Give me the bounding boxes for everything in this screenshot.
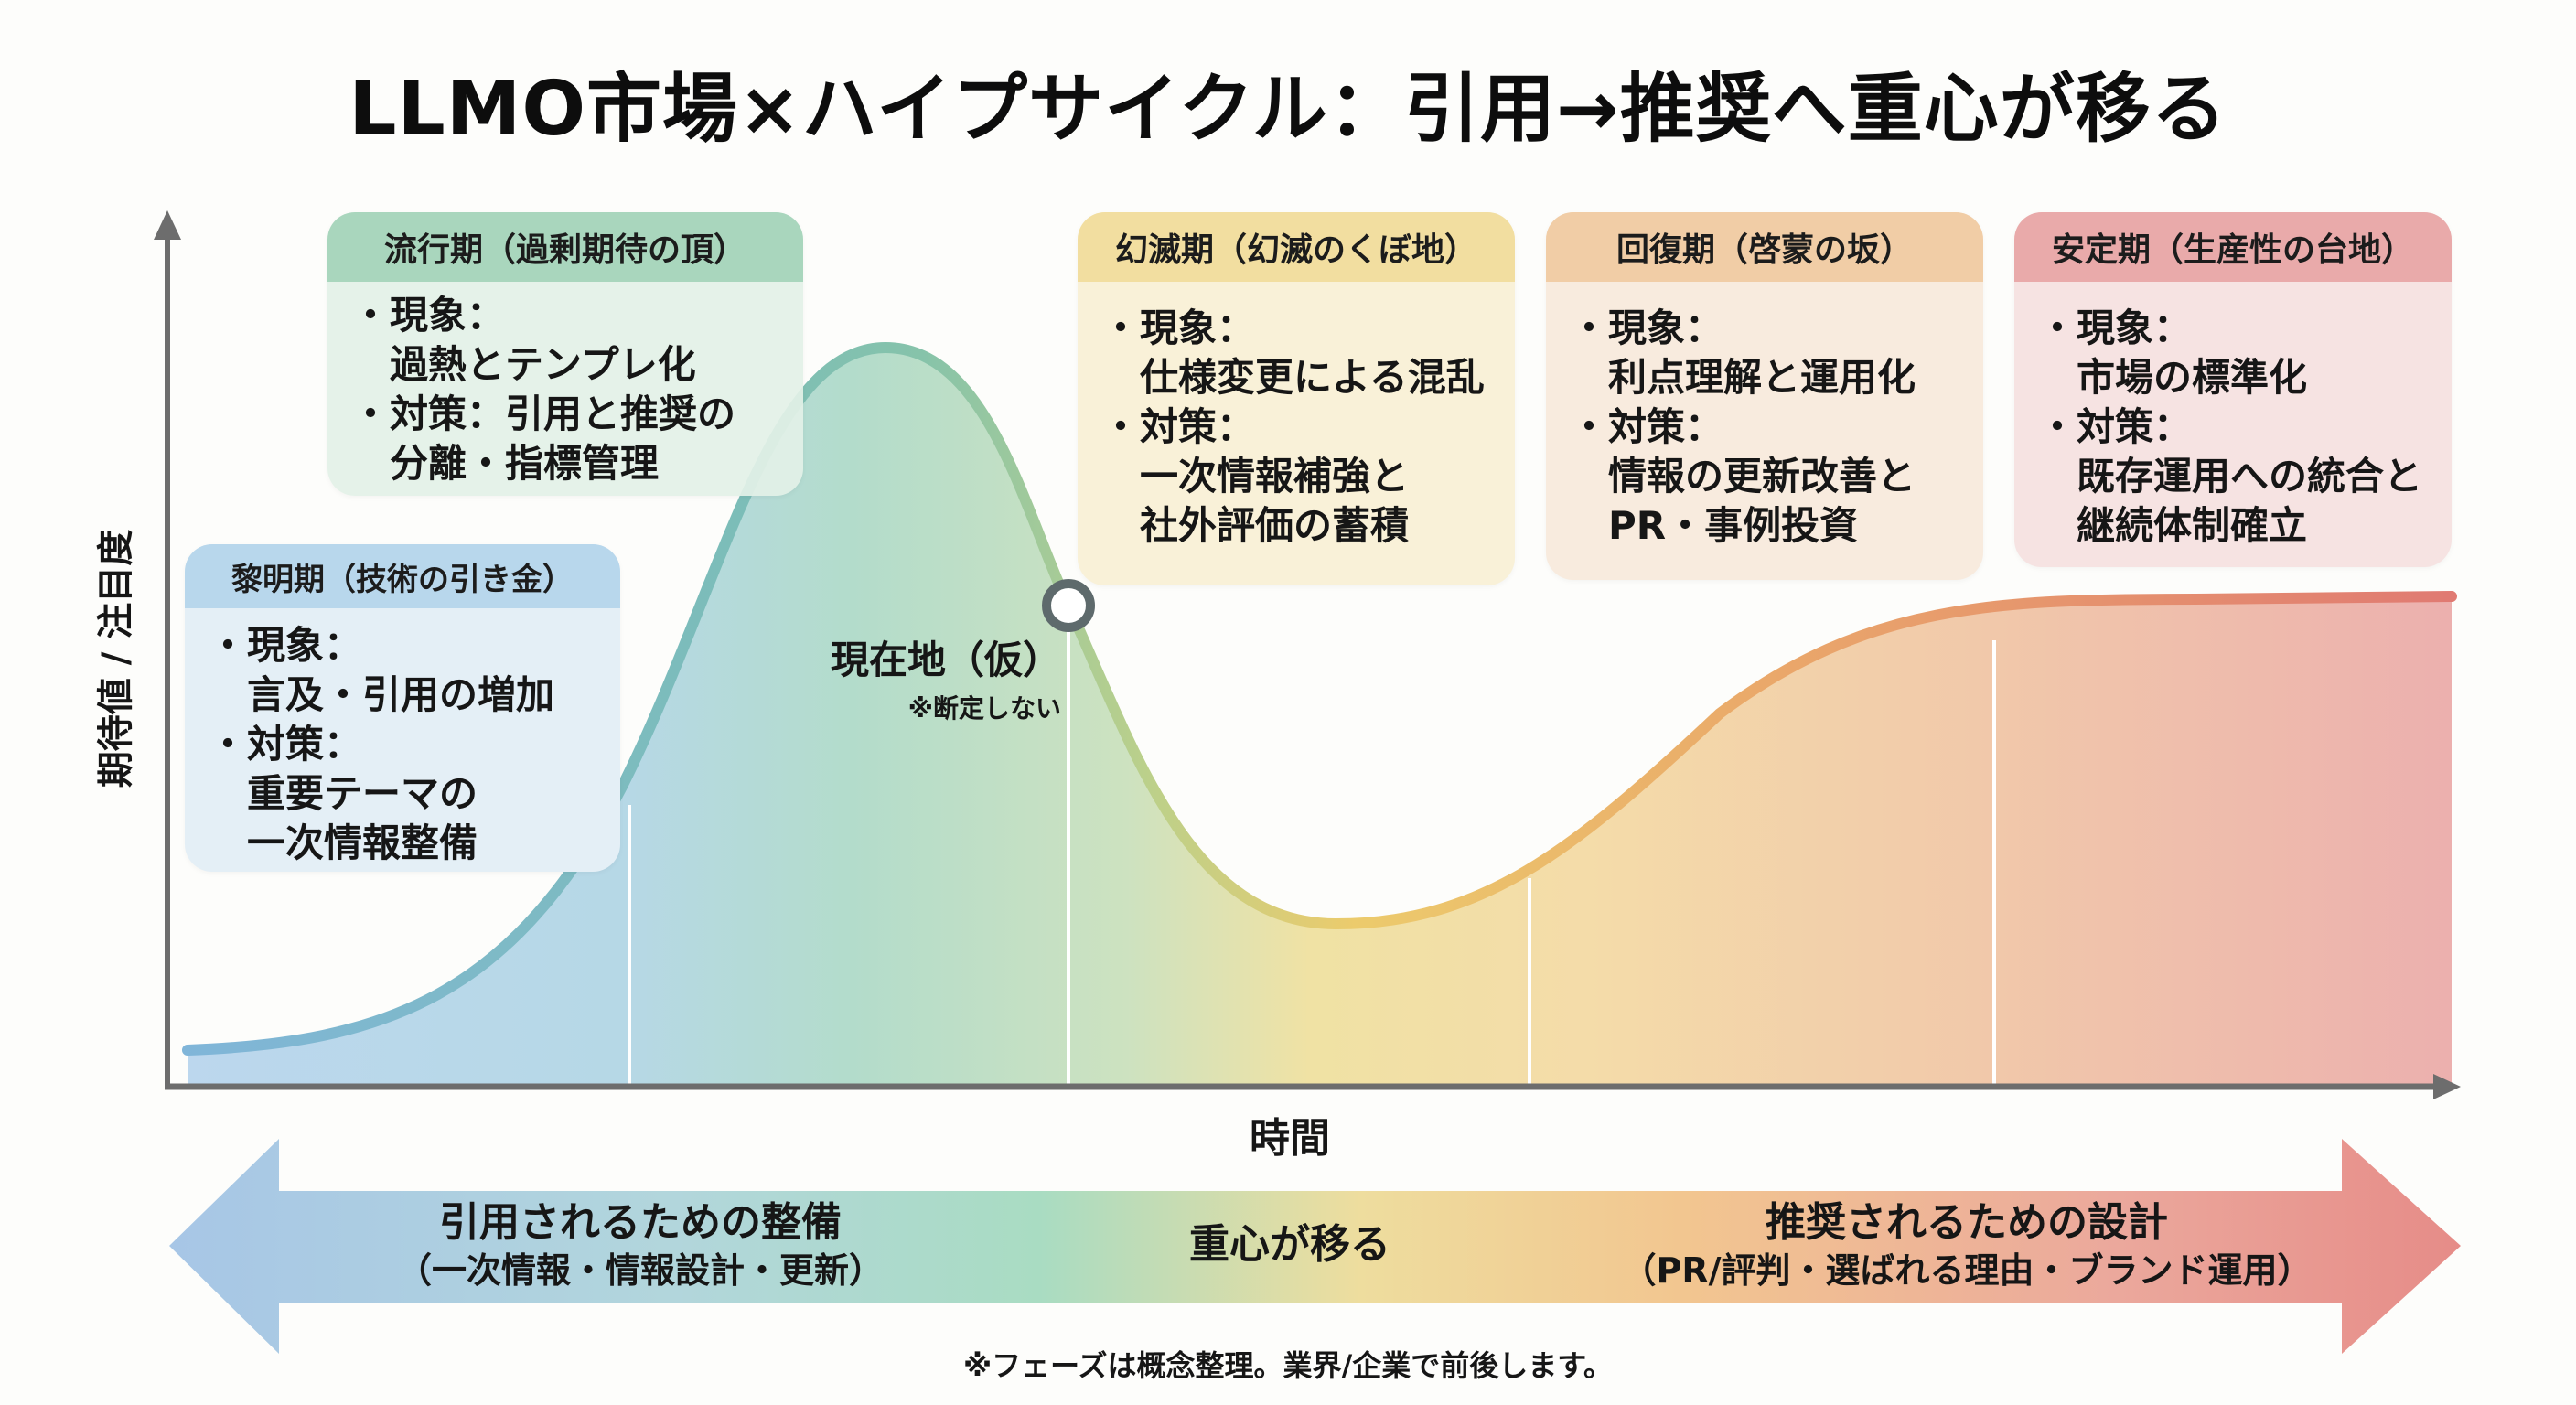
current-position-note: ※断定しない <box>907 693 1061 724</box>
phase-card-peak: 流行期（過剰期待の頂） ・現象： 過熱とテンプレ化 ・対策：引用と推奨の 分離・… <box>327 212 803 496</box>
measure-label: 対策： <box>2077 404 2193 449</box>
measure-text: 一次情報補強と <box>1140 454 1410 499</box>
phenomenon-label: 現象： <box>1140 306 1256 350</box>
bullet-icon: ・ <box>2038 404 2077 449</box>
measure-text: PR・事例投資 <box>1608 503 1859 548</box>
phenomenon-text: 言及・引用の増加 <box>247 672 555 717</box>
axes <box>154 210 2461 1099</box>
bullet-icon: ・ <box>1101 404 1141 449</box>
arrow-right-text: 推奨されるための設計 （PR/評判・選ばれる理由・ブランド運用） <box>1621 1199 2313 1291</box>
bullet-icon: ・ <box>209 623 248 668</box>
phase-card-header: 回復期（啓蒙の坂） <box>1546 212 1983 282</box>
bullet-icon: ・ <box>351 293 391 338</box>
focus-shift-double-arrow <box>169 1139 2461 1354</box>
bullet-icon: ・ <box>1570 306 1609 350</box>
phenomenon-text: 仕様変更による混乱 <box>1140 355 1485 400</box>
phenomenon-text: 過熱とテンプレ化 <box>390 342 696 387</box>
footnote: ※フェーズは概念整理。業界/企業で前後します。 <box>963 1348 1613 1383</box>
phenomenon-label: 現象： <box>247 623 363 668</box>
measure-label: 対策： <box>1608 404 1724 449</box>
current-position-label: 現在地（仮） ※断定しない <box>805 629 1061 725</box>
bullet-icon: ・ <box>1101 306 1141 350</box>
bullet-icon: ・ <box>1570 404 1609 449</box>
current-position-title: 現在地（仮） <box>830 638 1061 682</box>
arrow-center-text: 重心が移る <box>1189 1221 1390 1268</box>
phase-card-header: 流行期（過剰期待の頂） <box>327 212 803 282</box>
phenomenon-label: 現象： <box>1608 306 1724 350</box>
phase-dividers <box>628 622 1996 1085</box>
phase-card-header: 安定期（生産性の台地） <box>2014 212 2452 282</box>
phase-card-dawn: 黎明期（技術の引き金） ・現象： 言及・引用の増加 ・対策： 重要テーマの 一次… <box>185 544 620 872</box>
measure-text: 継続体制確立 <box>2077 503 2308 548</box>
phenomenon-label: 現象： <box>390 293 506 338</box>
measure-text: 社外評価の蓄積 <box>1140 503 1410 548</box>
measure-text: 分離・指標管理 <box>390 441 660 486</box>
y-axis-arrow-icon <box>154 210 181 240</box>
measure-text: 既存運用への統合と <box>2077 454 2423 499</box>
x-axis-arrow-icon <box>2433 1074 2461 1099</box>
measure-text: 一次情報整備 <box>247 820 478 865</box>
curve-area-fill <box>188 348 2452 1085</box>
bullet-icon: ・ <box>209 722 248 767</box>
y-axis-label: 期待値 / 注目度 <box>95 529 137 788</box>
phenomenon-label: 現象： <box>2077 306 2193 350</box>
bullet-icon: ・ <box>2038 306 2077 350</box>
measure-label: 対策：引用と推奨の <box>390 391 736 436</box>
phenomenon-text: 利点理解と運用化 <box>1608 355 1916 400</box>
phase-card-slope: 回復期（啓蒙の坂） ・現象： 利点理解と運用化 ・対策： 情報の更新改善と PR… <box>1546 212 1983 580</box>
measure-text: 重要テーマの <box>247 771 478 816</box>
bullet-icon: ・ <box>351 391 391 436</box>
phenomenon-text: 市場の標準化 <box>2077 355 2308 400</box>
phase-card-header: 幻滅期（幻滅のくぼ地） <box>1078 212 1515 282</box>
phase-card-plateau: 安定期（生産性の台地） ・現象： 市場の標準化 ・対策： 既存運用への統合と 継… <box>2014 212 2452 567</box>
measure-text: 情報の更新改善と <box>1608 454 1916 499</box>
phase-card-trough: 幻滅期（幻滅のくぼ地） ・現象： 仕様変更による混乱 ・対策： 一次情報補強と … <box>1078 212 1515 585</box>
current-position-marker-icon <box>1042 579 1095 632</box>
page-title: LLMO市場×ハイプサイクル：引用→推奨へ重心が移る <box>349 66 2227 153</box>
arrow-left-text: 引用されるための整備 （一次情報・情報設計・更新） <box>396 1199 884 1291</box>
x-axis-label: 時間 <box>1250 1115 1330 1162</box>
phase-card-header: 黎明期（技術の引き金） <box>185 544 620 608</box>
measure-label: 対策： <box>1140 404 1256 449</box>
measure-label: 対策： <box>247 722 363 767</box>
